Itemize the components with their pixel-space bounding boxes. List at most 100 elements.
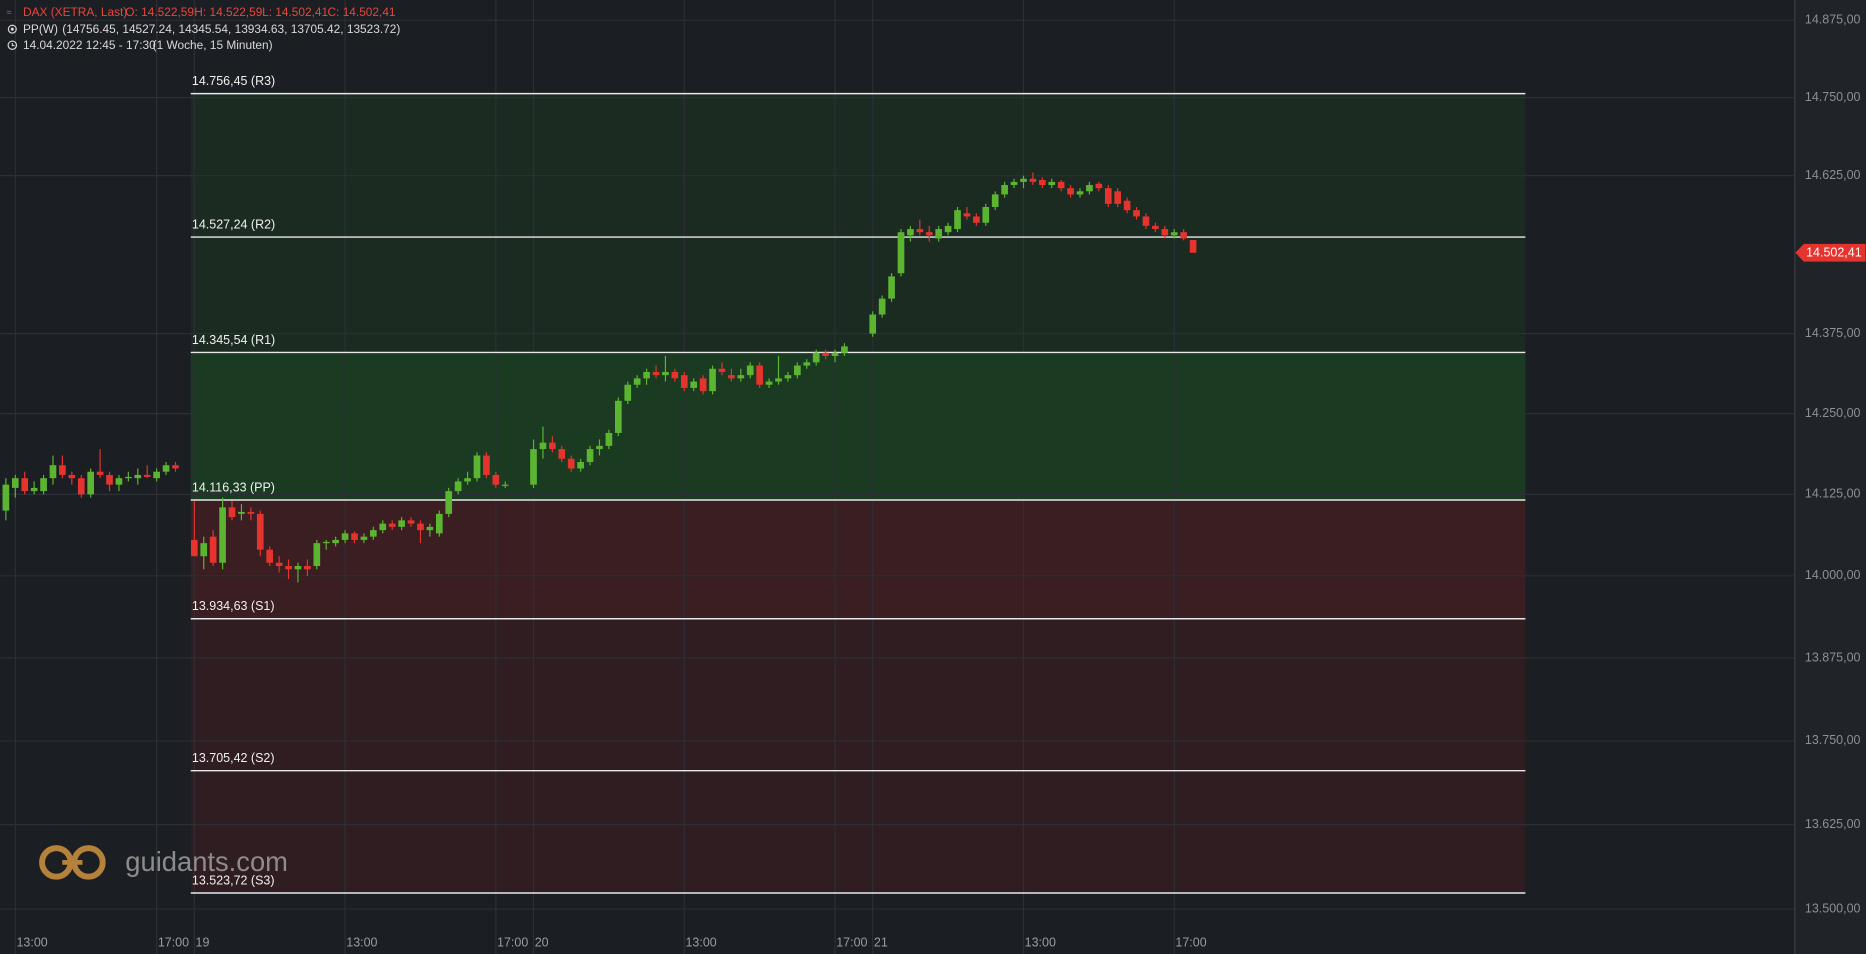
candle-body — [765, 381, 773, 385]
pivot-zone — [190, 500, 1526, 619]
y-tick-label: 14.250,00 — [1805, 406, 1861, 420]
candle-body — [963, 213, 971, 217]
candle-body — [332, 539, 339, 544]
candle-body — [973, 216, 980, 223]
candle-body — [1048, 181, 1056, 186]
candle-body — [822, 352, 829, 356]
candle-body — [322, 541, 330, 544]
candle-body — [134, 474, 142, 479]
y-tick-label: 14.750,00 — [1805, 90, 1861, 104]
levels: 14.756,45 (R3) 14.527,24 (R2) 14.345,54 (R… — [190, 74, 1526, 894]
candle-body — [1123, 200, 1131, 211]
pivot-label: 13.523,72 (S3) — [192, 873, 275, 887]
candle-body — [803, 362, 811, 366]
candle-body — [784, 375, 792, 379]
indicator-icon — [7, 24, 17, 34]
candle-body — [492, 474, 500, 485]
y-tick-label: 13.500,00 — [1805, 901, 1861, 915]
candle-body — [266, 549, 274, 563]
candle-body — [935, 229, 943, 239]
candle-body — [96, 471, 104, 475]
candle-body — [916, 229, 924, 233]
candle-body — [68, 474, 76, 479]
candle-body — [1152, 225, 1159, 230]
x-tick-label: 13:00 — [16, 936, 47, 950]
candle-body — [1057, 181, 1065, 189]
candle-body — [313, 543, 321, 567]
x-tick-label: 13:00 — [346, 936, 377, 950]
candle-body — [614, 400, 622, 433]
candle-body — [841, 346, 848, 353]
candle-body — [454, 481, 462, 492]
candle-body — [59, 465, 66, 475]
candle-body — [680, 375, 688, 388]
candle-body — [1104, 188, 1112, 204]
period: 14.04.2022 12:45 - 17:30 — [23, 38, 156, 52]
candle-body — [21, 478, 29, 492]
candle-body — [662, 371, 669, 376]
candle-body — [1086, 185, 1093, 192]
candle-body — [605, 432, 613, 446]
candle-body — [991, 194, 999, 208]
x-tick-label: 17:00 — [497, 936, 528, 950]
candle-body — [925, 232, 933, 236]
pivot-zone — [190, 93, 1526, 353]
chart-title: DAX (XETRA, Last) — [23, 5, 127, 19]
candle-body — [690, 381, 698, 388]
candle-body — [417, 523, 424, 531]
candle-body — [247, 511, 255, 514]
candle-body — [106, 474, 113, 485]
pivot-label: 14.345,54 (R1) — [192, 333, 275, 347]
candle-body — [370, 530, 377, 537]
y-tick-label: 13.625,00 — [1805, 817, 1861, 831]
candle-body — [643, 371, 650, 379]
pivot-zone — [190, 352, 1526, 501]
candle-body — [125, 476, 132, 479]
candle-body — [1020, 178, 1027, 182]
ohlc-label: C: 14.502,41 — [328, 5, 396, 19]
axis-panel — [1794, 0, 1866, 954]
x-tick-label: 19 — [196, 936, 210, 950]
candle-body — [172, 465, 179, 469]
candle-body — [209, 536, 217, 563]
candle-body — [567, 458, 575, 469]
candle-body — [379, 523, 387, 531]
pivot-label: 13.705,42 (S2) — [192, 751, 275, 765]
candle-body — [2, 484, 10, 511]
zones — [190, 93, 1526, 894]
candle-body — [294, 566, 302, 570]
candle-body — [1161, 229, 1169, 236]
candle-body — [445, 491, 453, 514]
y-tick-label: 13.875,00 — [1805, 650, 1861, 664]
candle-body — [596, 445, 603, 450]
y-tick-label: 14.875,00 — [1805, 13, 1861, 27]
clock-icon — [7, 40, 18, 50]
clock-icon — [11, 42, 15, 47]
pivot-zone — [190, 618, 1526, 894]
candle-body — [1095, 183, 1103, 189]
candle-body — [1133, 210, 1140, 217]
candle-body — [77, 478, 85, 495]
candle-body — [473, 455, 481, 479]
candle-body — [831, 352, 839, 356]
candle-body — [1076, 191, 1084, 195]
candle-body — [624, 384, 632, 401]
candle-body — [671, 371, 679, 379]
pivot-label: 14.116,33 (PP) — [192, 480, 275, 494]
candle-body — [539, 442, 547, 450]
y-tick-label: 14.000,00 — [1805, 568, 1861, 582]
ohlc-label: L: 14.502,41 — [262, 5, 328, 19]
pivot-label: 14.756,45 (R3) — [192, 74, 275, 88]
candle-body — [87, 471, 95, 495]
candle-body — [11, 478, 19, 488]
candle-body — [897, 232, 905, 274]
x-tick-label: 17:00 — [158, 936, 189, 950]
candle-body — [1029, 178, 1037, 182]
y-tick-label: 13.750,00 — [1805, 733, 1861, 747]
pivot-label: 13.934,63 (S1) — [192, 599, 275, 613]
candle-body — [907, 229, 914, 236]
candle-body — [238, 511, 245, 514]
candle-body — [30, 487, 38, 492]
indicator-name: PP(W) — [23, 22, 58, 36]
